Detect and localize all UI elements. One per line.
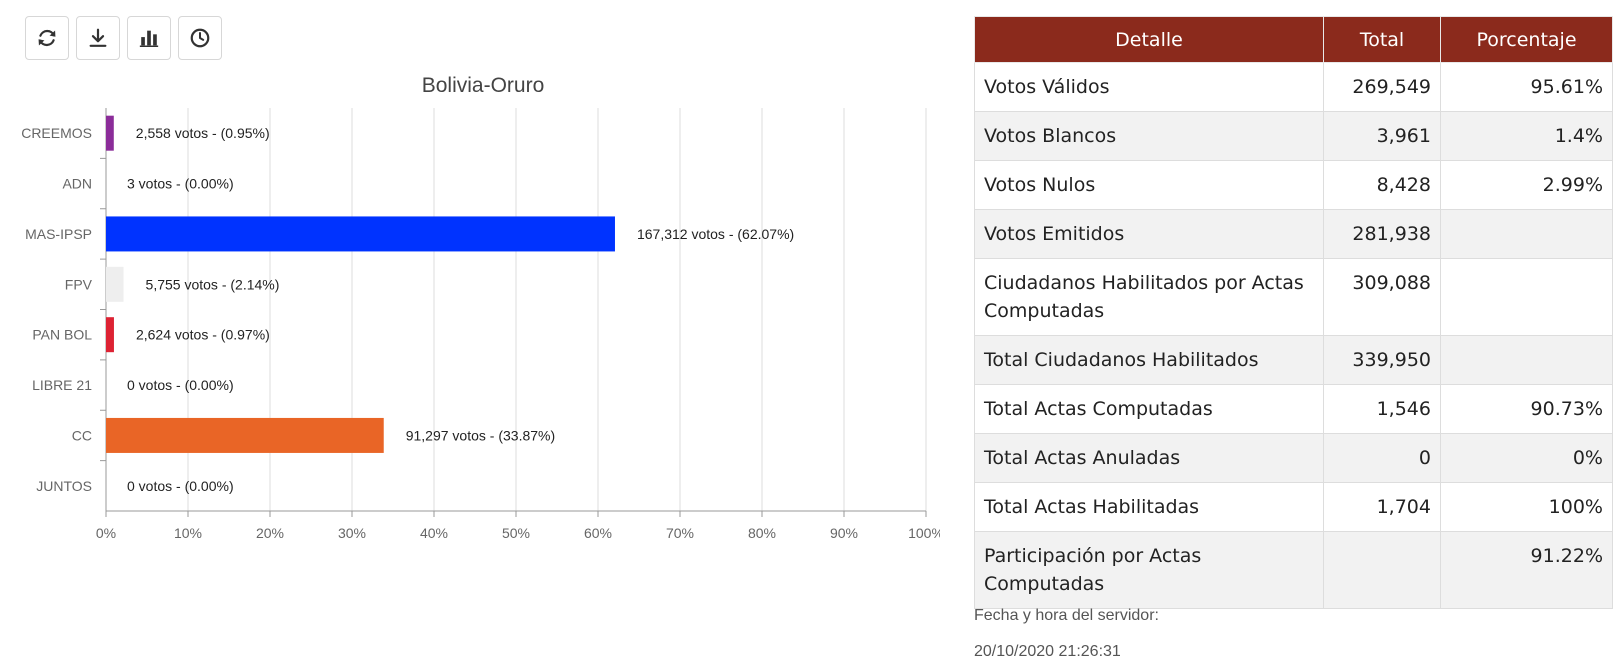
data-label: 2,624 votos - (0.97%) [136,327,270,343]
cell-total: 269,549 [1323,62,1441,112]
cell-detalle: Votos Nulos [974,160,1324,210]
cell-total: 0 [1323,433,1441,483]
table-header-row: Detalle Total Porcentaje [974,16,1613,63]
bar [106,115,114,151]
server-time-label: Fecha y hora del servidor: [974,607,1159,624]
cell-total: 281,938 [1323,209,1441,259]
table-row: Total Actas Computadas 1,546 90.73% [974,384,1613,434]
download-icon [89,28,107,47]
cell-porcentaje [1440,335,1613,385]
x-tick-label: 10% [174,525,202,541]
bar-chart-button[interactable] [127,16,171,60]
cell-detalle: Participación por Actas Computadas [974,531,1324,609]
cell-porcentaje: 100% [1440,482,1613,532]
download-button[interactable] [76,16,120,60]
y-tick-label: CREEMOS [21,125,92,141]
x-tick-label: 50% [502,525,530,541]
x-tick-label: 20% [256,525,284,541]
history-button[interactable] [178,16,222,60]
cell-detalle: Votos Válidos [974,62,1324,112]
cell-porcentaje: 91.22% [1440,531,1613,609]
bar [106,317,114,353]
y-tick-label: CC [72,427,92,443]
bar [106,216,615,252]
x-tick-label: 100% [908,525,940,541]
x-tick-label: 0% [96,525,116,541]
y-tick-label: LIBRE 21 [32,377,92,393]
cell-detalle: Total Ciudadanos Habilitados [974,335,1324,385]
data-label: 3 votos - (0.00%) [127,176,234,192]
y-tick-label: MAS-IPSP [25,226,92,242]
table-row: Votos Emitidos 281,938 [974,209,1613,259]
x-tick-label: 30% [338,525,366,541]
results-chart: Bolivia-Oruro 0% 10% 20% 30% 40% 50% 60% 70% 80%… [0,60,940,565]
x-tick-label: 60% [584,525,612,541]
results-table: Detalle Total Porcentaje Votos Válidos 2… [974,16,1613,609]
header-total: Total [1323,16,1441,63]
cell-total: 1,704 [1323,482,1441,532]
chart-toolbar [25,16,222,60]
data-label: 0 votos - (0.00%) [127,478,234,494]
x-tick-label: 40% [420,525,448,541]
cell-porcentaje: 95.61% [1440,62,1613,112]
cell-porcentaje: 2.99% [1440,160,1613,210]
cell-total: 3,961 [1323,111,1441,161]
cell-total: 8,428 [1323,160,1441,210]
chart-title: Bolivia-Oruro [422,74,545,97]
clock-icon [190,28,210,48]
cell-porcentaje [1440,209,1613,259]
cell-total: 1,546 [1323,384,1441,434]
cell-total [1323,531,1441,609]
refresh-icon [38,29,56,47]
data-label: 91,297 votos - (33.87%) [406,427,555,443]
table-row: Votos Blancos 3,961 1.4% [974,111,1613,161]
x-tick-label: 90% [830,525,858,541]
y-tick-label: PAN BOL [32,327,92,343]
x-tick-label: 80% [748,525,776,541]
y-tick-label: FPV [65,276,93,292]
table-row: Votos Válidos 269,549 95.61% [974,62,1613,112]
table-row: Votos Nulos 8,428 2.99% [974,160,1613,210]
server-time: Fecha y hora del servidor: 20/10/2020 21… [974,598,1159,670]
bar-chart-icon [139,30,159,47]
data-label: 167,312 votos - (62.07%) [637,226,794,242]
table-row: Total Ciudadanos Habilitados 339,950 [974,335,1613,385]
cell-porcentaje: 90.73% [1440,384,1613,434]
cell-detalle: Votos Blancos [974,111,1324,161]
table-row: Ciudadanos Habilitados por Actas Computa… [974,258,1613,336]
cell-porcentaje: 0% [1440,433,1613,483]
data-label: 5,755 votos - (2.14%) [146,276,280,292]
cell-total: 339,950 [1323,335,1441,385]
refresh-button[interactable] [25,16,69,60]
cell-detalle: Total Actas Computadas [974,384,1324,434]
cell-porcentaje: 1.4% [1440,111,1613,161]
cell-detalle: Votos Emitidos [974,209,1324,259]
x-tick-label: 70% [666,525,694,541]
bar [106,417,384,453]
cell-total: 309,088 [1323,258,1441,336]
data-label: 0 votos - (0.00%) [127,377,234,393]
table-row: Total Actas Habilitadas 1,704 100% [974,482,1613,532]
table-row: Participación por Actas Computadas 91.22… [974,531,1613,609]
cell-porcentaje [1440,258,1613,336]
cell-detalle: Ciudadanos Habilitados por Actas Computa… [974,258,1324,336]
bar-chart: Bolivia-Oruro 0% 10% 20% 30% 40% 50% 60% 70% 80%… [21,74,940,541]
table-row: Total Actas Anuladas 0 0% [974,433,1613,483]
header-porcentaje: Porcentaje [1440,16,1613,63]
header-detalle: Detalle [974,16,1324,63]
cell-detalle: Total Actas Habilitadas [974,482,1324,532]
server-time-value: 20/10/2020 21:26:31 [974,643,1121,660]
y-tick-label: JUNTOS [36,478,92,494]
bar [106,266,124,302]
data-label: 2,558 votos - (0.95%) [136,125,270,141]
cell-detalle: Total Actas Anuladas [974,433,1324,483]
y-tick-label: ADN [62,176,92,192]
